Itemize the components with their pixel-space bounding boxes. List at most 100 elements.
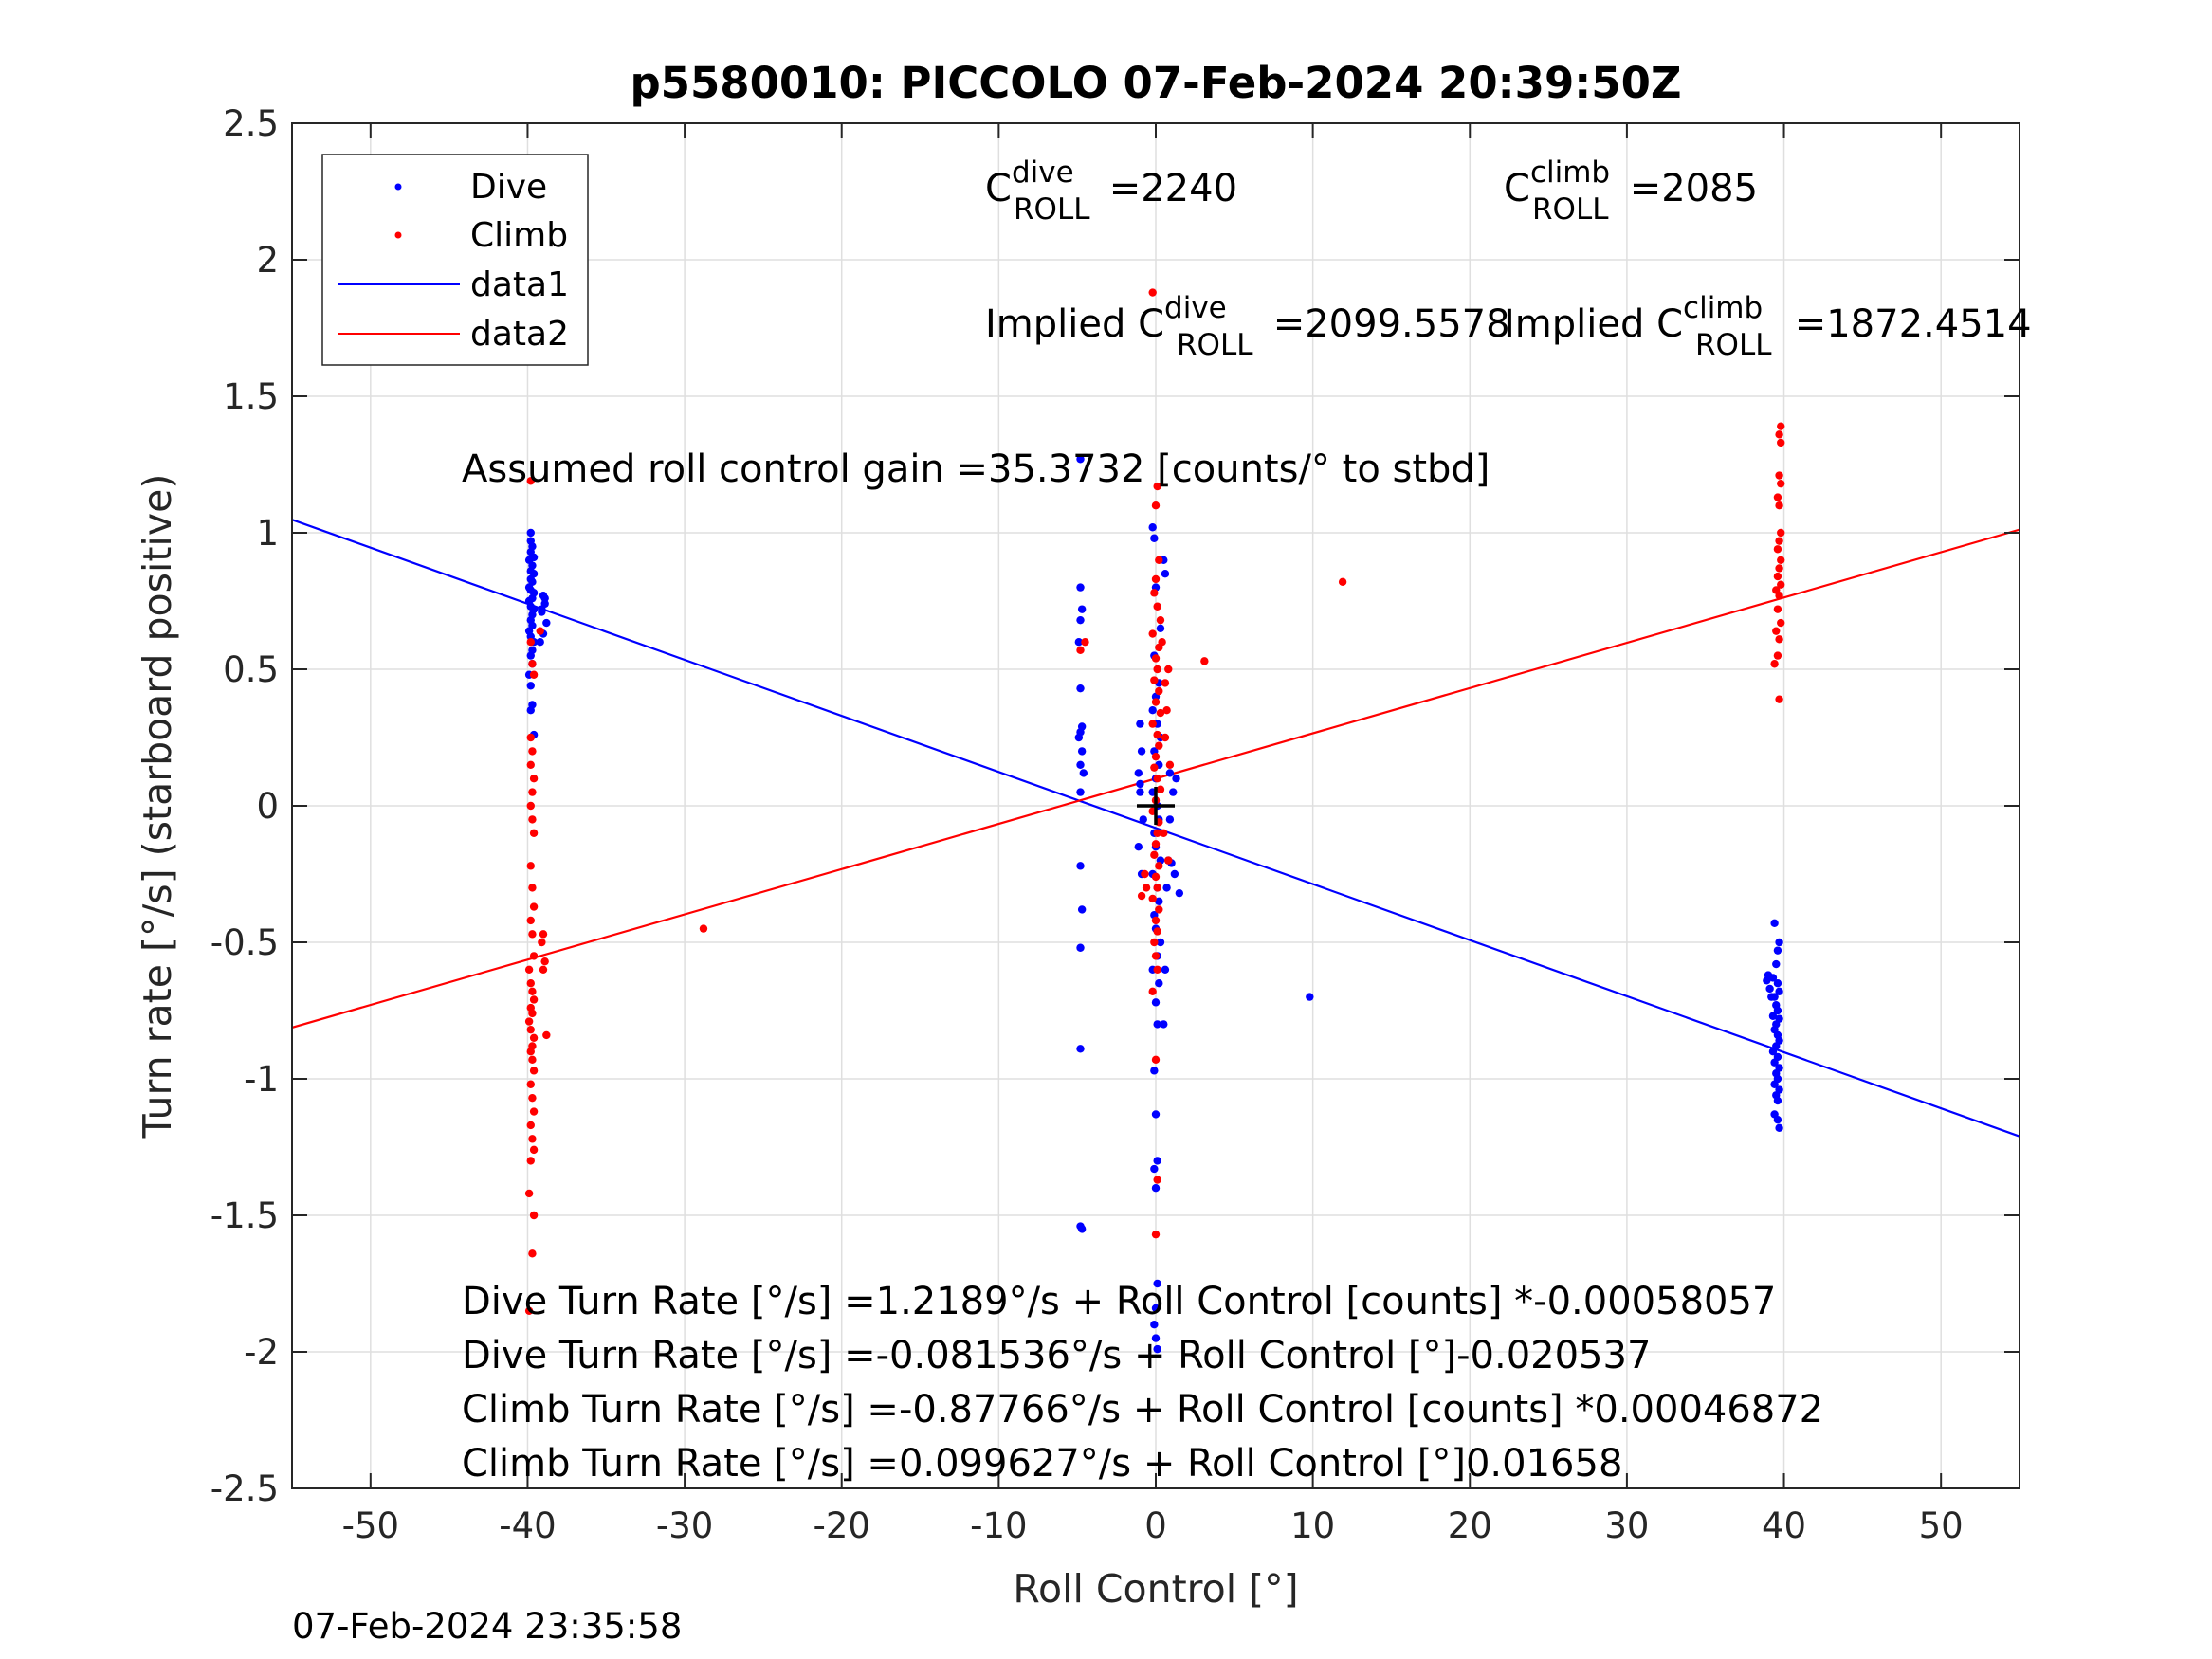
dive-point (526, 528, 535, 538)
plot-marks (292, 288, 2020, 1354)
climb-point (1151, 501, 1161, 510)
climb-point (1151, 952, 1161, 960)
climb-point (1156, 615, 1165, 625)
dive-point (1076, 684, 1085, 693)
c-roll-dive-label: Cdive ROLL =2240 (985, 155, 1237, 227)
climb-point (1777, 438, 1785, 447)
climb-point (528, 747, 537, 756)
climb-point (1151, 1055, 1161, 1065)
dive-point (1770, 919, 1779, 928)
dive-point (1077, 1225, 1087, 1233)
dive-point (1079, 769, 1088, 777)
climb-point (529, 995, 539, 1004)
climb-point (1150, 589, 1159, 597)
dive-point (540, 593, 549, 603)
climb-point (1148, 629, 1157, 638)
climb-point (536, 627, 544, 635)
climb-point (1156, 708, 1165, 718)
climb-point (538, 938, 546, 947)
x-tick-label: -50 (342, 1505, 399, 1546)
dive-point (1151, 1110, 1161, 1119)
climb-point (1153, 602, 1161, 611)
climb-point (528, 660, 537, 668)
climb-point (1142, 884, 1151, 892)
y-tick-label: -1 (244, 1059, 279, 1100)
axis-ticks: -50 -40 -30 -20 -10 0 10 20 30 40 50-2.5-2-1.5-1-0… (210, 103, 2020, 1546)
dive-point (1172, 775, 1180, 783)
climb-point (1155, 686, 1163, 696)
dive-point (1074, 638, 1084, 647)
climb-point (528, 788, 537, 796)
climb-point (1150, 938, 1159, 947)
climb-point (1773, 493, 1782, 501)
dive-point (1773, 979, 1782, 988)
climb-point (1151, 654, 1161, 663)
x-tick-label: 0 (1144, 1505, 1167, 1546)
climb-point (1775, 501, 1783, 510)
climb-point (526, 760, 535, 769)
dive-point (1076, 862, 1085, 870)
climb-point (1777, 618, 1785, 628)
dive-point (1165, 815, 1175, 824)
climb-point (528, 884, 537, 892)
dive-point (1077, 747, 1087, 756)
dive-point (1151, 998, 1161, 1007)
climb-point (526, 979, 535, 988)
legend-box (321, 154, 589, 366)
dive-point (1772, 959, 1781, 969)
climb-point (526, 862, 535, 870)
dive-point (1165, 769, 1175, 777)
dive-point (1136, 779, 1144, 789)
climb-point (1155, 862, 1163, 870)
dive-point (536, 638, 544, 647)
x-tick-label: 20 (1448, 1505, 1492, 1546)
print-timestamp: 07-Feb-2024 23:35:58 (292, 1606, 682, 1647)
climb-point (1148, 894, 1157, 903)
implied-c-roll-dive-label: Implied Cdive ROLL =2099.5578 (985, 291, 1510, 362)
climb-point (1150, 676, 1159, 684)
climb-point (526, 916, 535, 925)
gain-annotation: Assumed roll control gain =35.3732 [coun… (462, 447, 1490, 491)
climb-point (540, 957, 549, 966)
x-tick-label: 40 (1762, 1505, 1806, 1546)
climb-point (529, 775, 539, 783)
dive-point (1150, 1066, 1159, 1075)
equation-climb-counts: Climb Turn Rate [°/s] =-0.87766°/s + Rol… (462, 1388, 1823, 1431)
climb-point (524, 1017, 534, 1026)
dive-point (1076, 788, 1085, 796)
dive-point (1151, 1334, 1161, 1342)
climb-point (542, 1030, 551, 1040)
climb-point (1151, 698, 1161, 706)
dive-point (1775, 1123, 1783, 1133)
dive-point (1151, 1304, 1161, 1313)
dive-point (1155, 979, 1163, 988)
x-tick-label: -40 (499, 1505, 556, 1546)
dive-point (1153, 1279, 1161, 1288)
dive-point (1763, 976, 1771, 985)
climb-point (1151, 872, 1161, 882)
climb-point (528, 1249, 537, 1258)
climb-point (1775, 537, 1783, 545)
legend-climb-marker (394, 231, 402, 239)
climb-point (529, 1145, 539, 1155)
dive-point (1155, 897, 1163, 905)
climb-point (1153, 829, 1161, 837)
dive-point (1768, 1048, 1778, 1056)
climb-point (529, 670, 539, 679)
climb-point (1148, 288, 1157, 297)
dive-point (1773, 946, 1782, 955)
dive-point (1151, 1184, 1161, 1193)
y-tick-label: -2 (244, 1332, 279, 1373)
climb-point (1772, 627, 1781, 635)
dive-point (1077, 605, 1087, 613)
climb-point (699, 924, 708, 933)
climb-point (529, 902, 539, 911)
climb-point (526, 801, 535, 811)
climb-point (1156, 785, 1165, 793)
dive-point (526, 706, 535, 715)
y-tick-label: -0.5 (210, 922, 279, 963)
climb-point (1165, 760, 1175, 769)
dive-point (1134, 843, 1143, 851)
climb-point (1148, 720, 1157, 728)
